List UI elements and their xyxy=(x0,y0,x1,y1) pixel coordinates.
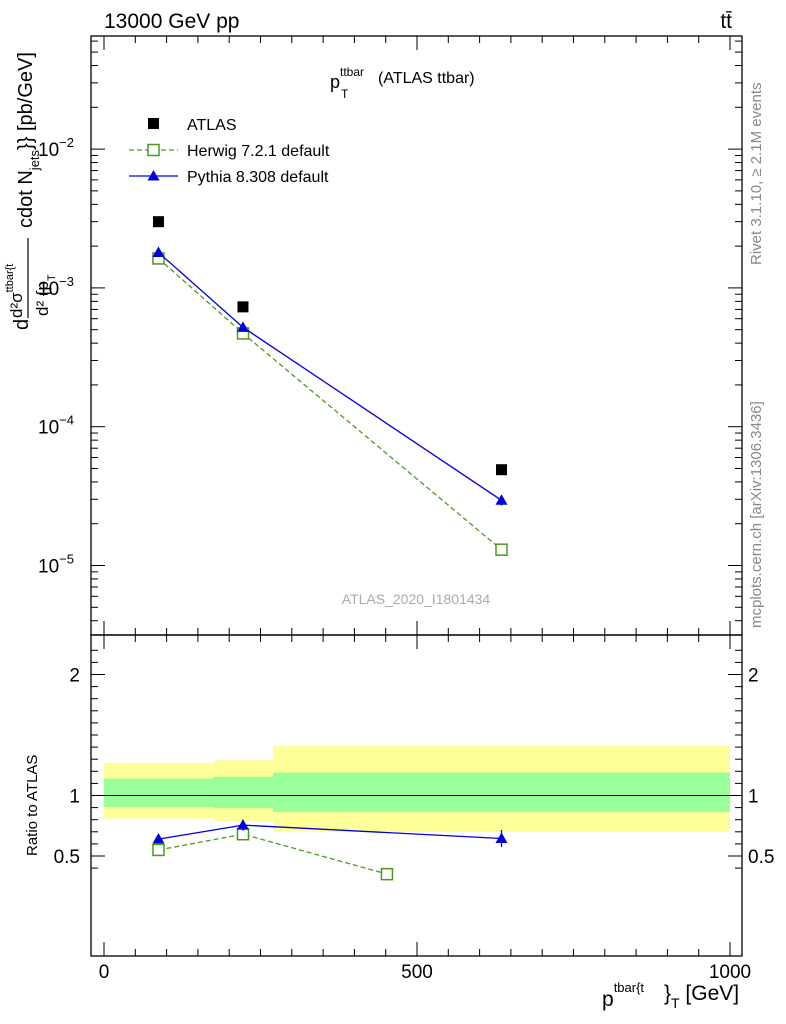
ylabel-d: d xyxy=(11,319,33,330)
ratio-ylabel: Ratio to ATLAS xyxy=(24,755,41,856)
ratio-band-inner xyxy=(273,772,730,812)
energy-label: 13000 GeV pp xyxy=(104,10,239,33)
ratio-ytick-label: 2 xyxy=(69,666,80,687)
xtick-label: 0 xyxy=(99,962,110,983)
title-sup: ttbar xyxy=(340,65,364,79)
ratio-ytick-label-right: 2 xyxy=(748,666,759,687)
main-pythia-point xyxy=(236,321,249,332)
ratio-ytick-label-right: 0.5 xyxy=(748,847,774,868)
ratio-pythia-point xyxy=(236,819,249,830)
ratio-panel: 0.5 0.5 1 1 2 2 0 500 1000 Ratio to ATLAS ptbar{… xyxy=(24,634,774,1011)
main-data-point xyxy=(152,216,164,228)
legend-label-pythia: Pythia 8.308 default xyxy=(187,169,329,186)
ratio-pythia-point xyxy=(152,833,165,844)
title-rest: (ATLAS ttbar) xyxy=(378,70,475,87)
legend-entry-atlas: ATLAS xyxy=(148,117,237,134)
ratio-pythia-point xyxy=(495,832,508,843)
ylabel-rest: cdot Njets}} [pb/GeV] xyxy=(15,52,42,228)
process-label: tt̄ xyxy=(720,10,732,33)
xlabel-sub: }T [GeV] xyxy=(664,982,739,1011)
ratio-herwig-line xyxy=(158,833,388,875)
ratio-ytick-label: 0.5 xyxy=(54,847,80,868)
ratio-series-group xyxy=(152,819,508,881)
rivet-label: Rivet 3.1.10, ≥ 2.1M events xyxy=(748,83,765,266)
main-ytick-label: 10−5 xyxy=(38,552,74,578)
main-pythia-point xyxy=(152,246,165,257)
ylabel-num: d²σttbar{t xyxy=(4,264,26,318)
xtick-label: 1000 xyxy=(709,962,751,983)
main-pythia-line xyxy=(158,252,502,501)
ratio-ytick-label: 1 xyxy=(69,787,80,808)
legend-entry-pythia: Pythia 8.308 default xyxy=(129,169,329,186)
main-herwig-line xyxy=(158,257,502,551)
main-panel: pttbar T (ATLAS ttbar) d d²σttbar{t d² {… xyxy=(4,35,743,636)
watermark: ATLAS_2020_I1801434 xyxy=(342,591,491,607)
ratio-frame xyxy=(90,634,743,957)
title-main: p xyxy=(330,72,340,92)
main-ylabel: d d²σttbar{t d² {pT cdot Njets}} [pb/GeV… xyxy=(4,52,58,330)
xlabel: ptbar{t xyxy=(602,980,644,1011)
ratio-band-inner xyxy=(213,776,274,809)
main-ytick-label: 10−2 xyxy=(38,135,74,161)
main-pythia-point xyxy=(495,494,508,505)
ratio-band-inner xyxy=(104,778,214,807)
main-title: pttbar xyxy=(330,65,364,92)
main-data-point xyxy=(496,464,508,476)
legend-label-atlas: ATLAS xyxy=(187,117,237,134)
legend-entry-herwig: Herwig 7.2.1 default xyxy=(129,143,330,160)
ratio-herwig-point xyxy=(380,867,394,881)
legend: ATLAS Herwig 7.2.1 default Pythia 8.308 … xyxy=(129,117,330,186)
legend-label-herwig: Herwig 7.2.1 default xyxy=(187,143,330,160)
title-sub: T xyxy=(341,87,349,101)
main-data-point xyxy=(237,301,249,313)
ratio-herwig-point xyxy=(152,843,165,857)
ratio-ytick-label-right: 1 xyxy=(748,787,759,808)
main-ytick-label: 10−4 xyxy=(38,413,74,439)
main-herwig-point xyxy=(495,543,508,556)
ylabel-den: d² {pT xyxy=(33,274,58,316)
xtick-label: 500 xyxy=(401,962,433,983)
source-label: mcplots.cern.ch [arXiv:1306.3436] xyxy=(748,401,765,628)
